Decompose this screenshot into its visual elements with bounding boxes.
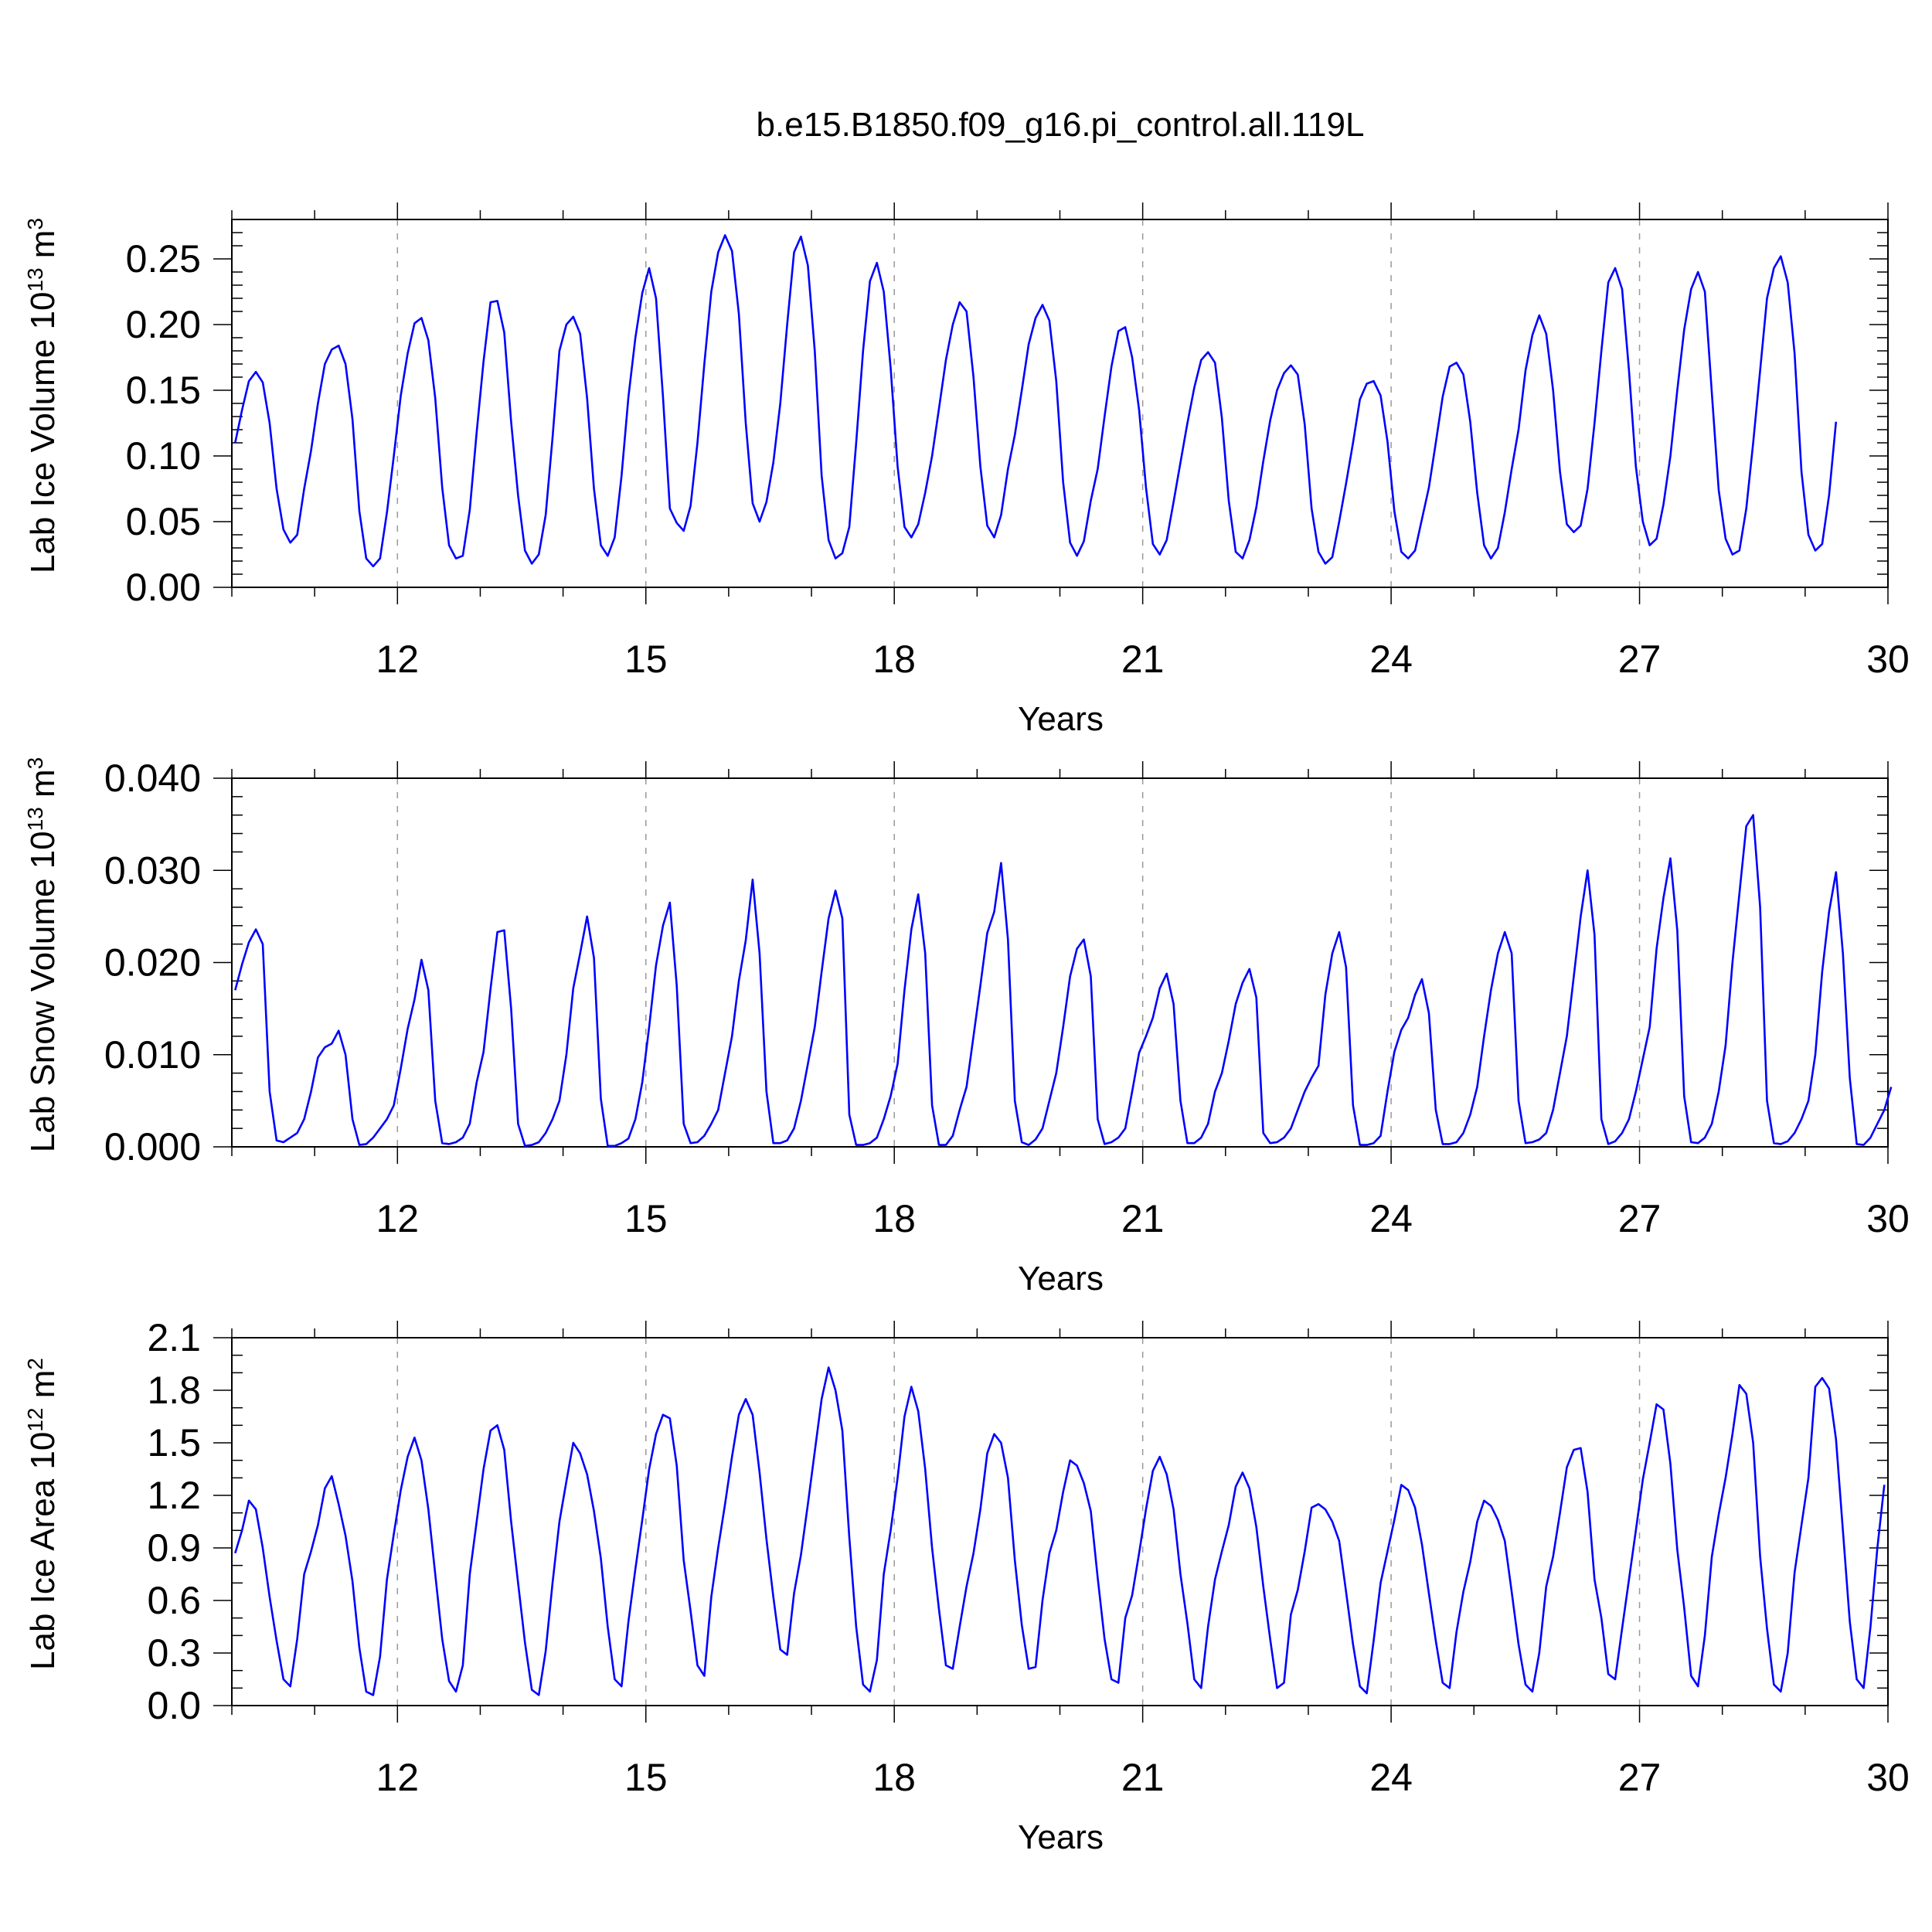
x-tick-label: 12: [376, 638, 419, 681]
plot-frame: [231, 219, 1889, 588]
x-tick-label: 30: [1866, 1197, 1910, 1240]
panel-3: 0.0 0.3 0.6 0.9 1.2 1.5 1.8 2.1 12 15 18 21 24 27 30 Ye…: [23, 1316, 1910, 1856]
y-tick-label: 0.000: [104, 1125, 201, 1168]
y-tick-label: 0.9: [147, 1526, 201, 1570]
panel-1: 0.00 0.05 0.10 0.15 0.20 0.25 12 15 18 21 24 27 30 Ye…: [23, 202, 1910, 738]
y-axis-label-exp: 13: [23, 267, 47, 291]
y-axis-label-unit_exp: 3: [23, 757, 47, 770]
y-tick-label: 0.020: [104, 941, 201, 985]
y-tick-label: 1.5: [147, 1421, 201, 1464]
x-tick-label: 21: [1121, 638, 1165, 681]
y-tick-label: 1.2: [147, 1474, 201, 1517]
x-tick-label: 24: [1369, 1756, 1413, 1799]
y-axis-label-unit: m: [24, 1370, 62, 1408]
y-tick-label: 0.6: [147, 1579, 201, 1622]
y-axis-label: Lab Ice Volume 1013 m3: [23, 218, 63, 573]
x-axis-label: Years: [1018, 1260, 1104, 1298]
x-tick-label: 24: [1369, 1197, 1413, 1240]
y-tick-label: 0.10: [126, 434, 201, 478]
x-tick-label: 12: [376, 1756, 419, 1799]
x-tick-label: 27: [1618, 1756, 1662, 1799]
series-line: [234, 814, 1893, 1148]
x-tick-label: 27: [1618, 1197, 1662, 1240]
y-tick-label: 0.3: [147, 1631, 201, 1675]
y-tick-label: 0.00: [126, 566, 201, 609]
panel-2: 0.000 0.010 0.020 0.030 0.040 12 15 18 21 24 27 30 Y…: [23, 757, 1910, 1298]
y-axis-label-main: Lab Ice Volume 10: [24, 292, 62, 573]
series-line: [234, 234, 1838, 568]
x-tick-label: 30: [1866, 638, 1910, 681]
y-tick-label: 1.8: [147, 1369, 201, 1412]
y-axis-label: Lab Ice Area 1012 m2: [23, 1358, 63, 1670]
x-tick-label: 15: [624, 638, 668, 681]
x-tick-label: 27: [1618, 638, 1662, 681]
x-tick-label: 18: [872, 638, 916, 681]
x-tick-label: 21: [1121, 1756, 1165, 1799]
y-axis-label-unit: m: [24, 769, 62, 807]
x-axis-label: Years: [1018, 1818, 1104, 1856]
y-axis-label-unit_exp: 2: [23, 1358, 47, 1370]
y-axis-label-unit: m: [24, 230, 62, 268]
y-tick-label: 0.040: [104, 757, 201, 800]
y-tick-label: 0.05: [126, 500, 201, 543]
y-tick-label: 0.0: [147, 1684, 201, 1727]
y-tick-label: 0.15: [126, 369, 201, 412]
x-tick-label: 24: [1369, 638, 1413, 681]
y-tick-label: 0.030: [104, 849, 201, 892]
x-tick-label: 18: [872, 1756, 916, 1799]
x-axis-label: Years: [1018, 700, 1104, 738]
x-tick-label: 15: [624, 1197, 668, 1240]
panels: 0.00 0.05 0.10 0.15 0.20 0.25 12 15 18 21 24 27 30 Ye…: [23, 202, 1910, 1856]
x-tick-label: 18: [872, 1197, 916, 1240]
x-tick-label: 15: [624, 1756, 668, 1799]
figure-title: b.e15.B1850.f09_g16.pi_control.all.119L: [757, 106, 1365, 144]
y-axis-label-exp: 13: [23, 807, 47, 831]
x-tick-label: 21: [1121, 1197, 1165, 1240]
plot-frame: [231, 1337, 1889, 1706]
y-tick-label: 0.25: [126, 237, 201, 281]
y-axis-label: Lab Snow Volume 1013 m3: [23, 757, 63, 1152]
y-axis-label-unit_exp: 3: [23, 218, 47, 230]
y-axis-label-exp: 12: [23, 1408, 47, 1432]
y-axis-label-main: Lab Ice Area 10: [24, 1432, 62, 1670]
series-line: [234, 1366, 1886, 1696]
y-tick-label: 0.010: [104, 1033, 201, 1077]
plot-frame: [231, 777, 1889, 1148]
x-tick-label: 12: [376, 1197, 419, 1240]
y-axis-label-main: Lab Snow Volume 10: [24, 831, 62, 1152]
x-tick-label: 30: [1866, 1756, 1910, 1799]
y-tick-label: 2.1: [147, 1316, 201, 1359]
y-tick-label: 0.20: [126, 303, 201, 346]
